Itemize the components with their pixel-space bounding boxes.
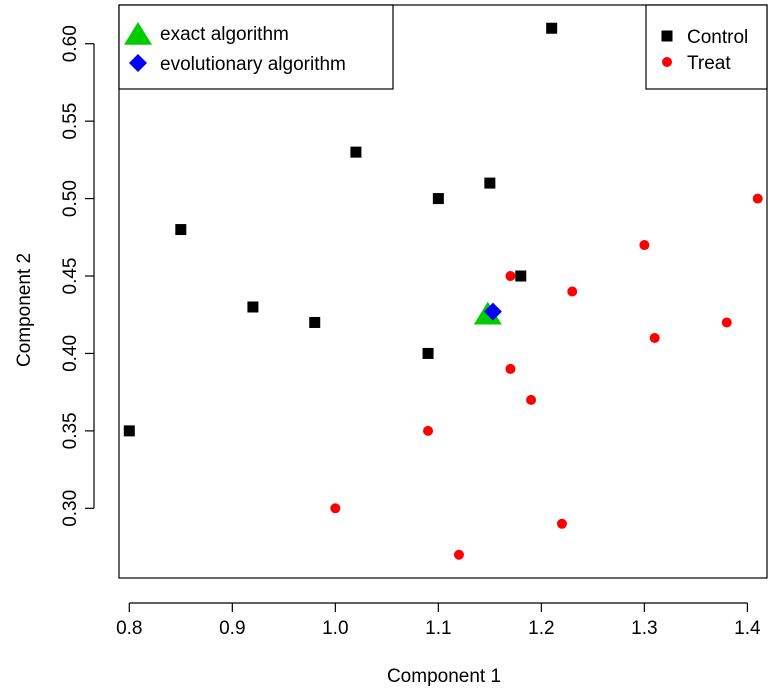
- control-point: [350, 146, 362, 158]
- series-treat: [330, 193, 763, 560]
- treat-point: [423, 425, 434, 436]
- x-tick-label: 1.2: [528, 618, 554, 639]
- treat-point: [556, 518, 567, 529]
- x-tick-label: 1.0: [322, 618, 348, 639]
- treat-point: [330, 503, 341, 514]
- legend-label-treat: Treat: [687, 53, 731, 74]
- legends: exact algorithm evolutionary algorithm Con…: [118, 4, 768, 90]
- plot-frame: [118, 4, 768, 579]
- legend-key-control: [661, 30, 673, 42]
- control-point: [432, 193, 444, 205]
- y-tick-label: 0.55: [60, 103, 81, 140]
- evolutionary-algorithm-point: [483, 302, 502, 321]
- control-point: [309, 316, 321, 328]
- treat-point: [505, 271, 516, 282]
- x-tick-label: 1.4: [734, 618, 761, 639]
- control-point: [515, 270, 527, 282]
- treat-point: [505, 363, 516, 374]
- x-tick-label: 0.8: [116, 618, 142, 639]
- data-points: [123, 22, 763, 560]
- y-tick-label: 0.35: [60, 412, 81, 449]
- treat-point: [526, 394, 537, 405]
- control-point: [546, 22, 558, 34]
- control-point: [422, 347, 434, 359]
- x-tick-label: 1.1: [425, 618, 451, 639]
- treat-point: [567, 286, 578, 297]
- y-tick-label: 0.30: [60, 490, 81, 527]
- x-axis-label: Component 1: [387, 666, 501, 687]
- y-tick-label: 0.50: [60, 180, 81, 217]
- legend-key-evolutionary-algorithm: [129, 54, 147, 72]
- x-tick-label: 1.3: [631, 618, 657, 639]
- legend-groups: Control Treat: [645, 4, 768, 90]
- series-evolutionary-algorithm: [483, 302, 502, 321]
- legend-label-control: Control: [687, 27, 748, 48]
- treat-point: [752, 193, 763, 204]
- y-tick-label: 0.45: [60, 258, 81, 295]
- legend-label-evolutionary-algorithm: evolutionary algorithm: [160, 54, 346, 75]
- x-tick-label: 0.9: [219, 618, 245, 639]
- treat-point: [721, 317, 732, 328]
- control-point: [247, 301, 259, 313]
- y-tick-label: 0.40: [60, 335, 81, 372]
- x-axis: 0.8 0.9 1.0 1.1 1.2 1.3 1.4: [116, 602, 761, 639]
- y-axis: 0.30 0.35 0.40 0.45 0.50 0.55 0.60: [60, 25, 95, 527]
- control-point: [175, 224, 187, 236]
- legend-key-treat: [662, 57, 672, 67]
- series-control: [123, 22, 558, 437]
- treat-point: [453, 549, 464, 560]
- legend-box: [118, 4, 394, 90]
- treat-point: [649, 332, 660, 343]
- legend-key-exact-algorithm: [124, 22, 152, 45]
- y-axis-label: Component 2: [14, 253, 35, 367]
- legend-box: [645, 4, 768, 90]
- control-point: [484, 177, 496, 189]
- control-point: [123, 425, 135, 437]
- legend-label-exact-algorithm: exact algorithm: [160, 24, 289, 45]
- y-tick-label: 0.60: [60, 25, 81, 62]
- treat-point: [639, 240, 650, 251]
- plot-area: [118, 4, 768, 579]
- legend-algorithms: exact algorithm evolutionary algorithm: [118, 4, 394, 90]
